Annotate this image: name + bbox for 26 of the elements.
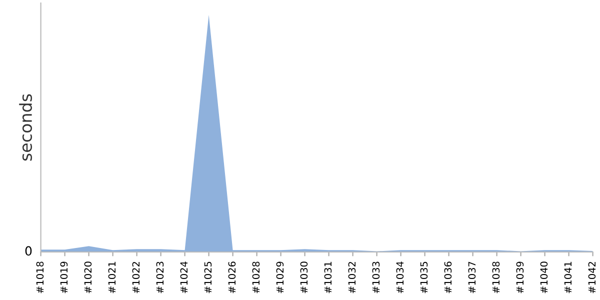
x-tick-label: #1023: [156, 262, 164, 294]
x-tick-label: #1030: [300, 262, 308, 294]
x-tick-label: #1020: [84, 262, 92, 294]
y-axis-title: seconds: [19, 94, 32, 161]
text: 0: [25, 246, 32, 256]
x-tick-label: #1022: [132, 262, 140, 294]
x-tick-label: #1034: [396, 262, 404, 294]
x-tick-label: #1041: [564, 262, 572, 294]
x-tick-label: #1019: [60, 262, 68, 294]
x-tick-label: #1031: [324, 262, 332, 294]
x-tick-label: #1035: [420, 262, 428, 294]
x-tick-label: #1025: [204, 262, 212, 294]
x-tick-label: #1028: [252, 262, 260, 294]
x-tick-label: #1036: [444, 262, 452, 294]
x-tick-label: #1032: [348, 262, 356, 294]
x-tick-label: #1040: [540, 262, 548, 294]
x-tick-label: #1038: [492, 262, 500, 294]
x-tick-label: #1033: [372, 262, 380, 294]
x-tick-label: #1042: [588, 262, 596, 294]
x-tick-label: #1018: [36, 262, 44, 294]
x-tick-label: #1026: [228, 262, 236, 294]
x-tick-label: #1029: [276, 262, 284, 294]
x-tick-label: #1024: [180, 262, 188, 294]
x-tick-label: #1039: [516, 262, 524, 294]
x-tick-label: #1021: [108, 262, 116, 294]
x-tick-label: #1037: [468, 262, 476, 294]
